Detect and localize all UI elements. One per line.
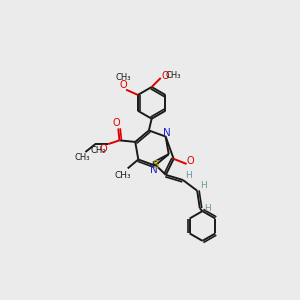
Text: H: H bbox=[200, 181, 206, 190]
Text: O: O bbox=[99, 144, 107, 154]
Text: H: H bbox=[185, 170, 192, 179]
Text: O: O bbox=[119, 80, 127, 90]
Text: CH₃: CH₃ bbox=[166, 71, 182, 80]
Text: CH₂: CH₂ bbox=[91, 146, 106, 154]
Text: N: N bbox=[163, 128, 170, 138]
Text: O: O bbox=[162, 71, 169, 81]
Text: O: O bbox=[112, 118, 120, 128]
Text: H: H bbox=[204, 204, 211, 213]
Text: N: N bbox=[150, 164, 158, 175]
Text: CH₃: CH₃ bbox=[75, 154, 90, 163]
Text: CH₃: CH₃ bbox=[116, 73, 131, 82]
Text: CH₃: CH₃ bbox=[114, 171, 131, 180]
Text: O: O bbox=[187, 156, 194, 166]
Text: S: S bbox=[153, 160, 159, 170]
